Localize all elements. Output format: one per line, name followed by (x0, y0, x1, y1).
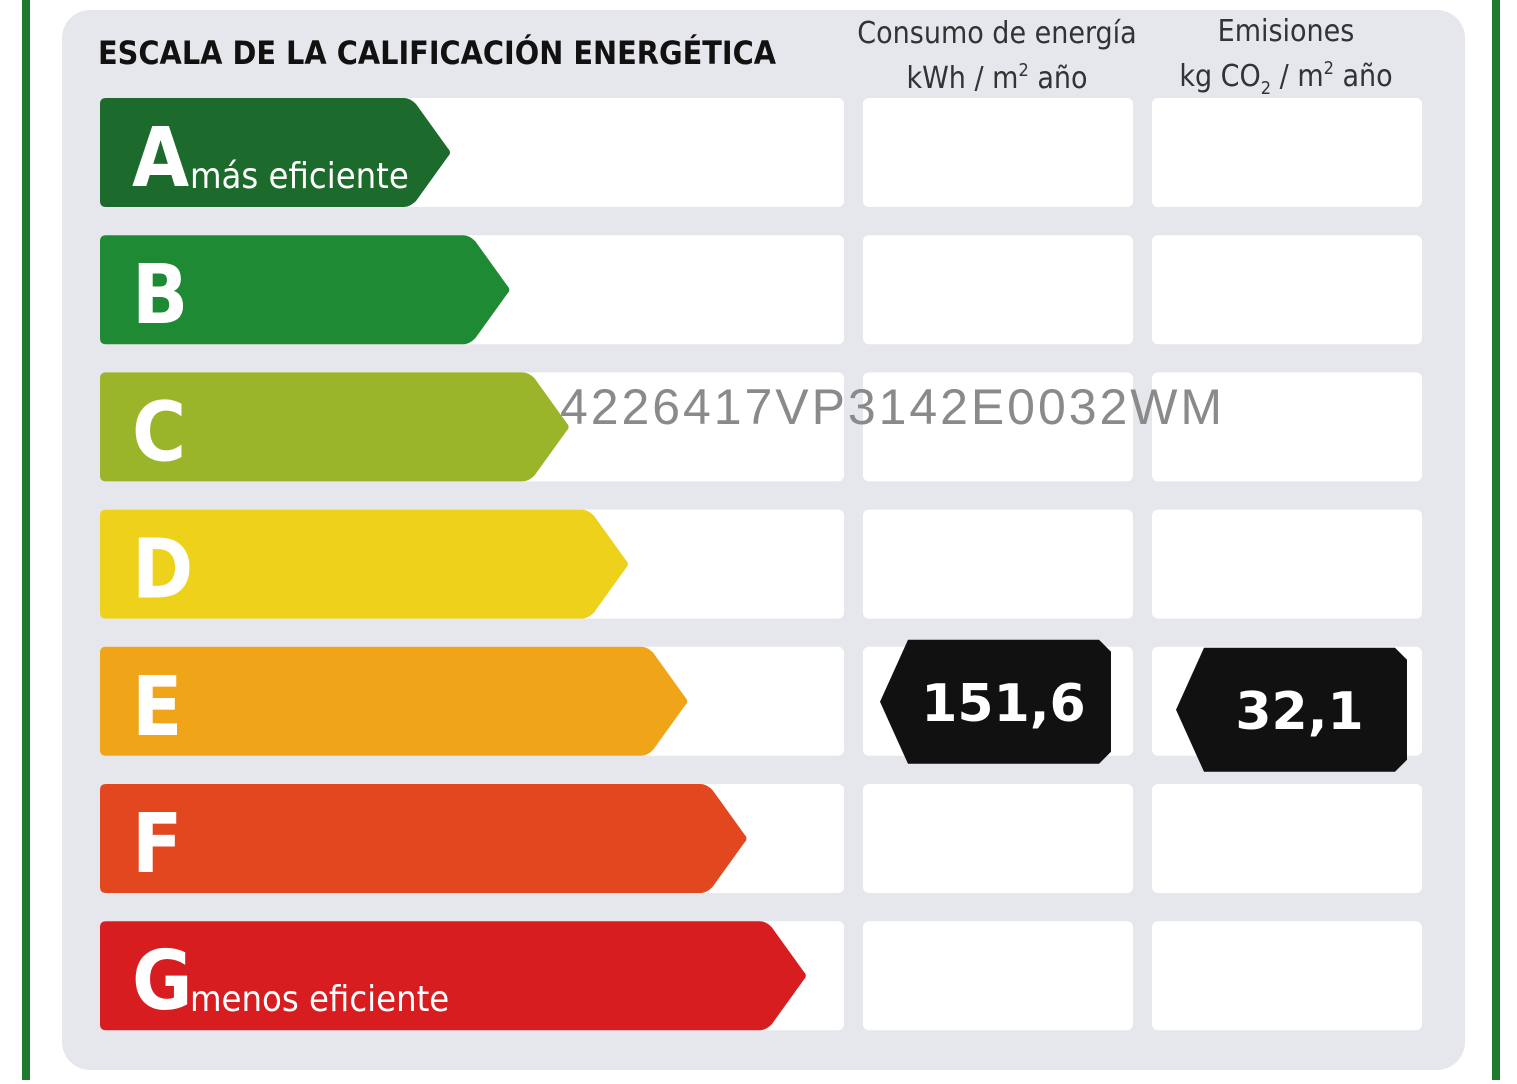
cell (863, 372, 1133, 482)
column-unit: kWh / m2 año (906, 60, 1087, 96)
cell (1152, 509, 1422, 619)
unit-text: kWh / m (906, 61, 1018, 96)
unit-sup: 2 (1324, 58, 1334, 79)
unit-sup: 2 (1018, 60, 1028, 81)
cell (1152, 784, 1422, 893)
rating-arrow (100, 235, 510, 345)
rating-arrow (100, 784, 747, 893)
cell (1152, 235, 1422, 345)
unit-text: año (1334, 59, 1393, 94)
rating-arrow (100, 98, 450, 207)
unit-sub: 2 (1261, 78, 1271, 99)
column-unit: kg CO2 / m2 año (1179, 58, 1392, 99)
rating-arrow (100, 921, 806, 1031)
rating-letter: D (132, 523, 193, 618)
unit-text: año (1029, 61, 1088, 96)
rating-label: menos eficiente (190, 979, 449, 1020)
rating-letter: E (132, 660, 182, 755)
cell (1152, 98, 1422, 207)
rating-label: más eficiente (190, 156, 409, 197)
unit-text: / m (1271, 59, 1324, 94)
value-text: 32,1 (1235, 682, 1363, 742)
cell (863, 509, 1133, 619)
rating-arrow (100, 372, 569, 482)
rating-letter: A (132, 111, 189, 206)
rating-arrow (100, 509, 628, 619)
rating-arrow (100, 646, 688, 756)
border-right (1492, 0, 1500, 1080)
rating-letter: C (132, 385, 186, 480)
cell (863, 921, 1133, 1031)
rating-letter: F (132, 797, 182, 892)
cell (1152, 921, 1422, 1031)
column-title: Emisiones (1218, 14, 1355, 49)
border-left (22, 0, 30, 1080)
title: ESCALA DE LA CALIFICACIÓN ENERGÉTICA (98, 33, 777, 72)
value-badge (880, 639, 1111, 764)
cell (863, 235, 1133, 345)
reference-code: 4226417VP3142E0032WM (560, 379, 1222, 435)
value-badge (1176, 647, 1407, 772)
cell (863, 98, 1133, 207)
cell (863, 784, 1133, 893)
cell (1152, 372, 1422, 482)
rating-letter: G (132, 934, 193, 1029)
value-text: 151,6 (921, 674, 1085, 734)
unit-text: kg CO (1179, 59, 1260, 94)
rating-letter: B (132, 248, 188, 343)
column-title: Consumo de energía (857, 16, 1136, 51)
